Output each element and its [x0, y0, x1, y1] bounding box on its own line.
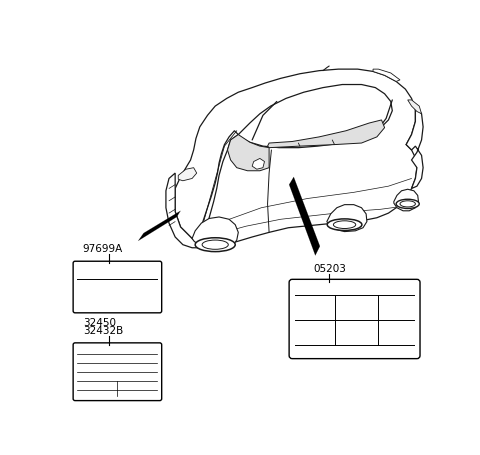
Polygon shape [406, 108, 423, 189]
Polygon shape [228, 135, 269, 172]
FancyBboxPatch shape [73, 343, 162, 401]
Polygon shape [138, 211, 180, 241]
Ellipse shape [396, 200, 419, 209]
Polygon shape [252, 159, 264, 170]
Ellipse shape [327, 219, 362, 231]
FancyBboxPatch shape [73, 262, 162, 313]
Ellipse shape [195, 238, 235, 252]
Polygon shape [327, 205, 367, 232]
Text: 32432B: 32432B [83, 325, 123, 335]
Polygon shape [373, 70, 400, 82]
Text: 05203: 05203 [314, 263, 347, 273]
Polygon shape [238, 86, 392, 148]
Polygon shape [289, 177, 320, 256]
Ellipse shape [334, 221, 356, 229]
Ellipse shape [202, 241, 228, 250]
Polygon shape [408, 101, 421, 115]
Polygon shape [267, 121, 384, 148]
Polygon shape [175, 70, 417, 245]
Text: 97699A: 97699A [83, 243, 123, 253]
Polygon shape [178, 168, 197, 182]
Polygon shape [192, 217, 238, 248]
FancyBboxPatch shape [289, 280, 420, 359]
Text: 32450: 32450 [83, 317, 116, 327]
Polygon shape [196, 131, 238, 245]
Ellipse shape [400, 202, 415, 207]
Polygon shape [166, 174, 200, 248]
Polygon shape [394, 190, 419, 211]
